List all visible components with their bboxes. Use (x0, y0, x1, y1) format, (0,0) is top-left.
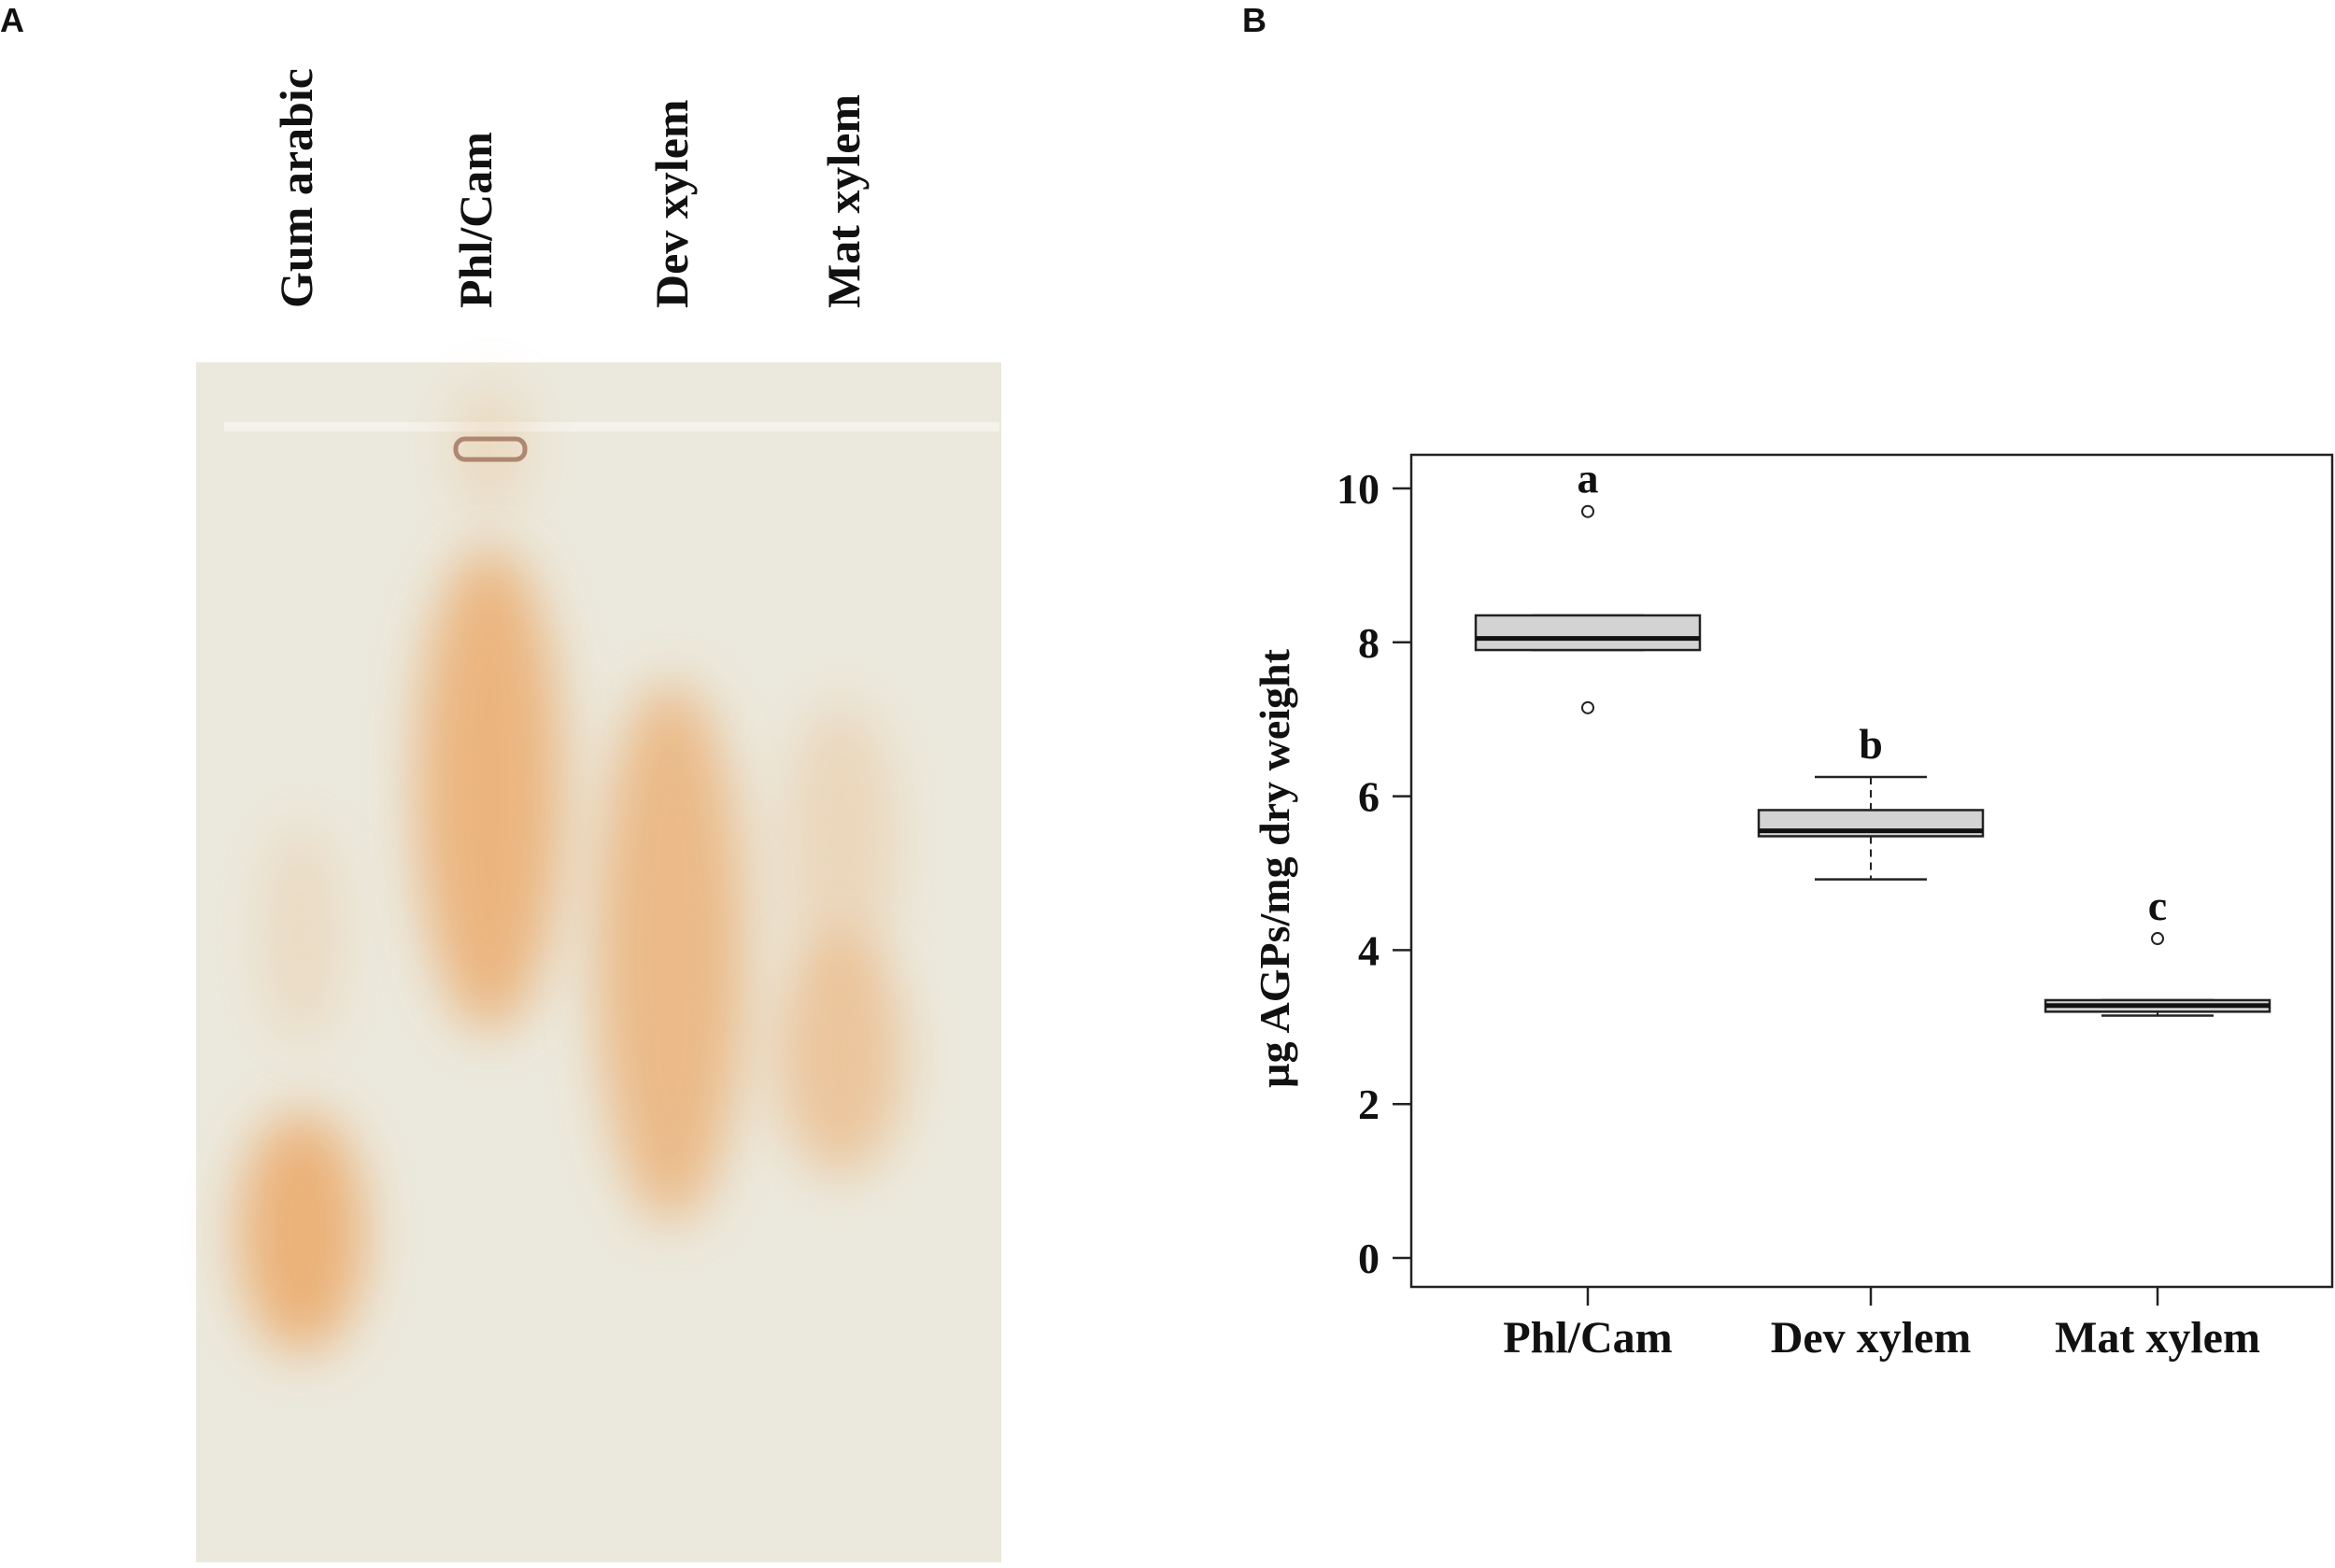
lane-label-phl-cam: Phl/Cam (449, 132, 502, 308)
lane-label-dev-xylem: Dev xylem (645, 99, 698, 308)
panel-a-letter: A (0, 1, 24, 39)
significance-letter: a (1578, 455, 1599, 502)
stain-band-dev-xylem (596, 682, 745, 1223)
plot-frame (1409, 453, 2334, 1289)
y-tick-label: 2 (1358, 1081, 1380, 1128)
stain-band-phl-cam (417, 383, 562, 1032)
outlier-point (2151, 932, 2164, 946)
y-tick-label: 10 (1337, 465, 1380, 513)
panel-b-letter: B (1242, 1, 1267, 39)
outlier-point (1581, 700, 1594, 714)
lane-label-mat-xylem: Mat xylem (817, 94, 870, 308)
outlier-layer (1581, 504, 2164, 946)
outlier-point (1581, 504, 1594, 518)
y-tick-label: 6 (1358, 773, 1380, 821)
box-dev-xylem (1757, 775, 1985, 881)
lane-labels: Gum arabic Phl/Cam Dev xylem Mat xylem (270, 68, 870, 308)
x-axis: Phl/Cam Dev xylem Mat xylem (1503, 1287, 2260, 1363)
x-tick-label: Dev xylem (1771, 1313, 1972, 1363)
box-phl-cam (1474, 614, 1702, 652)
box-plot-layer (1474, 614, 2271, 1017)
phl-cam-well-mark (453, 436, 528, 462)
box-iqr (1474, 614, 1702, 652)
gel-well-line (224, 422, 999, 431)
gel-image (196, 362, 1001, 1562)
stain-band-gum-arabic (238, 822, 365, 1354)
significance-letters: a b c (1578, 455, 2168, 929)
y-tick-label: 4 (1358, 926, 1380, 974)
lane-label-gum-arabic: Gum arabic (270, 68, 322, 308)
y-axis-title: µg AGPs/mg dry weight (1251, 648, 1298, 1088)
x-tick-label: Phl/Cam (1503, 1313, 1672, 1363)
significance-letter: b (1859, 720, 1883, 768)
stain-band-mat-xylem (777, 700, 904, 1177)
y-tick-label: 8 (1358, 619, 1380, 667)
y-tick-label: 0 (1358, 1235, 1380, 1282)
box-mat-xylem (2044, 998, 2271, 1017)
panel-a: A Gum arabic Phl/Cam Dev xylem Mat xylem (0, 1, 1001, 1562)
y-axis: 0 2 4 6 8 10 (1337, 465, 1411, 1282)
significance-letter: c (2148, 882, 2167, 929)
x-tick-label: Mat xylem (2055, 1313, 2260, 1363)
